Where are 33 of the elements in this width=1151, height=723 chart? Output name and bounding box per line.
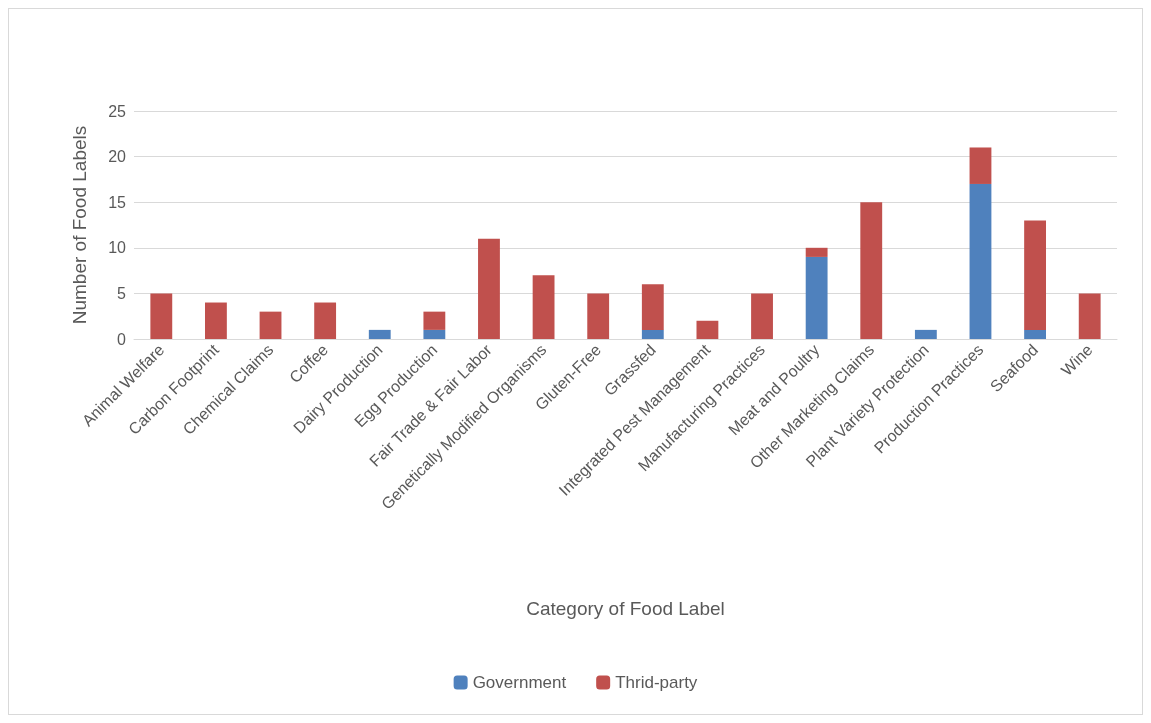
bar — [696, 320, 719, 339]
x-axis-title: Category of Food Label — [526, 598, 725, 619]
legend-label: Thrid-party — [615, 673, 698, 692]
bar — [860, 202, 883, 339]
y-tick-label: 10 — [108, 239, 127, 257]
bar — [1024, 329, 1047, 339]
y-tick-label: 25 — [108, 102, 127, 120]
bar — [805, 256, 828, 339]
bar — [423, 311, 446, 330]
y-tick-label: 20 — [108, 148, 127, 166]
y-tick-label: 0 — [117, 330, 127, 348]
y-tick-label: 5 — [117, 284, 127, 302]
bar — [532, 275, 555, 339]
bar — [204, 302, 227, 339]
bar — [969, 147, 992, 184]
bar — [314, 302, 337, 339]
y-axis-title: Number of Food Labels — [69, 125, 90, 325]
bar — [587, 293, 610, 339]
y-tick-label: 15 — [108, 193, 127, 211]
bar — [259, 311, 282, 339]
bar — [805, 247, 828, 257]
legend-label: Government — [472, 673, 567, 692]
bar — [478, 238, 500, 339]
bar — [751, 293, 773, 339]
bar — [423, 329, 446, 339]
bar — [150, 293, 173, 339]
bar — [368, 329, 391, 339]
bar — [1024, 220, 1047, 330]
bar — [969, 183, 992, 339]
bar — [1078, 293, 1101, 339]
bar — [641, 329, 664, 339]
bar — [914, 329, 937, 339]
bar — [641, 284, 664, 330]
